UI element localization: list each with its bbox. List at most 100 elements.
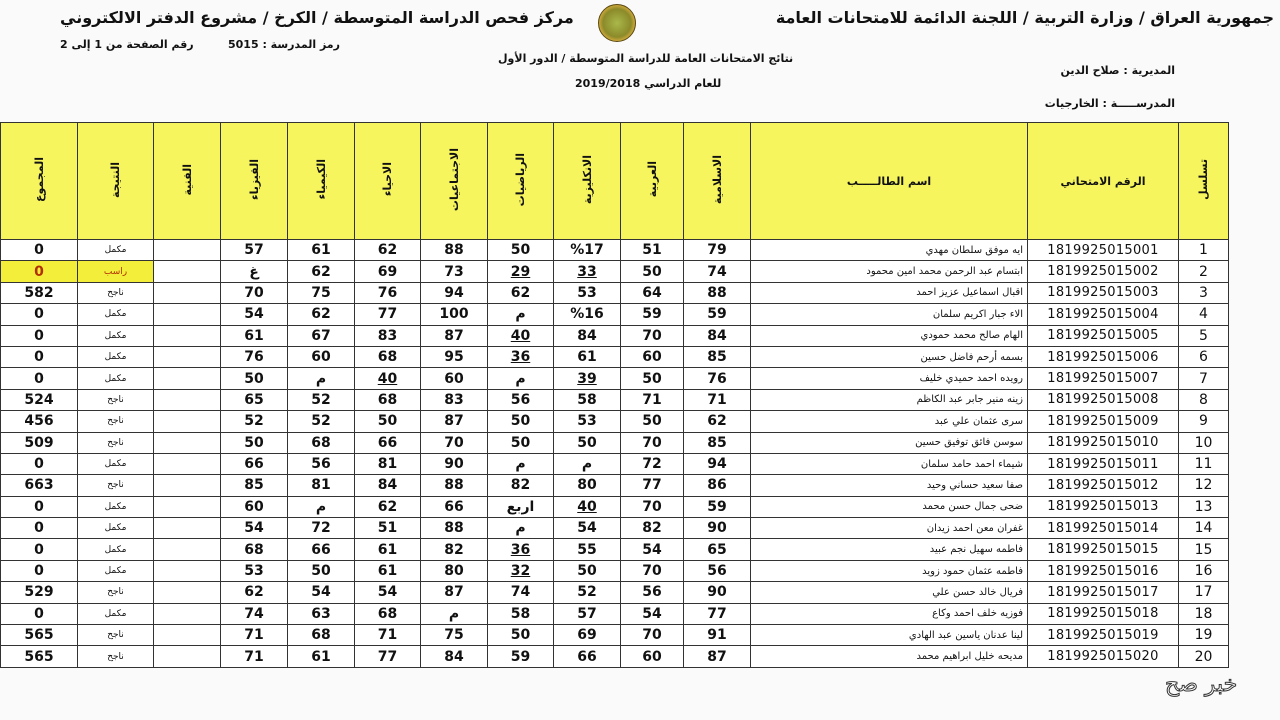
table-cell: ابتسام عبد الرحمن محمد امين محمود bbox=[750, 260, 1028, 283]
table-cell bbox=[153, 559, 221, 583]
table-cell: 50 bbox=[487, 238, 554, 262]
table-cell: 1819925015020 bbox=[1027, 645, 1179, 668]
table-cell: زينه منير جابر عبد الكاظم bbox=[750, 388, 1028, 412]
table-cell: ايه موفق سلطان مهدي bbox=[750, 238, 1028, 262]
table-cell: 51 bbox=[354, 517, 421, 540]
cell-value: 86 bbox=[707, 477, 727, 494]
cell-value: 57 bbox=[577, 605, 597, 622]
cell-value: 61 bbox=[377, 563, 398, 580]
table-cell: ناجح bbox=[77, 624, 154, 647]
table-cell: م bbox=[487, 452, 554, 476]
table-cell: 87 bbox=[420, 324, 488, 347]
table-cell: 1819925015013 bbox=[1027, 495, 1179, 519]
cell-value: 95 bbox=[444, 349, 464, 366]
table-cell: 36 bbox=[487, 538, 554, 561]
table-cell: م bbox=[287, 495, 355, 519]
table-cell: 1819925015015 bbox=[1027, 538, 1179, 561]
ministry-emblem-logo bbox=[598, 4, 636, 42]
table-cell: 54 bbox=[553, 517, 621, 540]
table-cell: 0 bbox=[0, 495, 78, 519]
column-header: الرقم الامتحاني bbox=[1027, 122, 1179, 240]
table-cell: 68 bbox=[287, 431, 355, 454]
table-cell: 62 bbox=[487, 281, 554, 305]
table-cell: 1819925015006 bbox=[1027, 345, 1179, 369]
cell-value: 70 bbox=[642, 563, 662, 580]
cell-value: 58 bbox=[510, 605, 531, 622]
cell-value: 8 bbox=[1199, 391, 1208, 408]
center-title: مركز فحص الدراسة المتوسطة / الكرخ / مشرو… bbox=[60, 8, 574, 27]
cell-value: 1819925015004 bbox=[1047, 306, 1159, 322]
cell-value: 39 bbox=[577, 370, 597, 387]
academic-year: للعام الدراسي 2019/2018 bbox=[575, 77, 722, 90]
cell-value: 1819925015015 bbox=[1047, 542, 1159, 558]
table-cell: غفران معن احمد زيدان bbox=[750, 517, 1028, 540]
table-cell: 53 bbox=[553, 281, 621, 305]
table-cell: 50 bbox=[354, 410, 421, 433]
column-header-label: الرقم الامتحاني bbox=[1060, 174, 1146, 188]
ministry-title: جمهورية العراق / وزارة التربية / اللجنة … bbox=[775, 8, 1274, 27]
cell-value: 4 bbox=[1199, 306, 1208, 323]
cell-value: 54 bbox=[244, 306, 264, 323]
cell-value: 50 bbox=[510, 242, 531, 259]
cell-value: 12 bbox=[1194, 477, 1213, 494]
cell-value: 77 bbox=[707, 605, 727, 622]
column-header: اسم الطالـــــب bbox=[750, 122, 1028, 240]
cell-value: مكمل bbox=[104, 501, 127, 512]
cell-value: ناجح bbox=[107, 651, 124, 662]
cell-value: 60 bbox=[642, 648, 662, 665]
table-cell: 50 bbox=[220, 431, 288, 454]
table-row: 16 1819925015016 فاطمه عثمان حمود زويد 56 70… bbox=[0, 559, 1229, 583]
table-cell: 85 bbox=[220, 474, 288, 497]
cell-value: فاطمه عثمان حمود زويد bbox=[922, 565, 1023, 577]
table-cell: 5 bbox=[1178, 324, 1229, 347]
cell-value: 81 bbox=[377, 456, 398, 473]
table-cell: 565 bbox=[0, 645, 78, 668]
table-cell bbox=[153, 281, 221, 305]
cell-value: 90 bbox=[444, 456, 464, 473]
cell-value: 3 bbox=[1199, 284, 1208, 301]
table-cell: 61 bbox=[354, 538, 421, 561]
cell-value: 74 bbox=[244, 605, 264, 622]
cell-value: 94 bbox=[707, 456, 727, 473]
table-cell bbox=[153, 602, 221, 626]
table-cell: 40 bbox=[487, 324, 554, 347]
table-cell: م bbox=[420, 602, 488, 626]
table-cell: مكمل bbox=[77, 559, 154, 583]
table-cell: 39 bbox=[553, 367, 621, 390]
cell-value: 1819925015006 bbox=[1047, 349, 1159, 365]
table-cell: فوزيه خلف احمد وكاع bbox=[750, 602, 1028, 626]
table-cell: 1819925015010 bbox=[1027, 431, 1179, 454]
cell-value: الاء جبار اكريم سلمان bbox=[932, 308, 1023, 320]
directorate: المديرية : صلاح الدين bbox=[1060, 64, 1176, 77]
cell-value: 15 bbox=[1194, 541, 1213, 558]
cell-value: 53 bbox=[577, 284, 597, 301]
column-header: المجموع bbox=[0, 122, 78, 240]
table-cell: م bbox=[287, 367, 355, 390]
cell-value: 85 bbox=[244, 477, 264, 494]
table-cell: 90 bbox=[420, 452, 488, 476]
cell-value: 70 bbox=[642, 434, 662, 451]
cell-value: 70 bbox=[444, 434, 464, 451]
cell-value: 71 bbox=[244, 627, 264, 644]
table-cell: فريال خالد حسن علي bbox=[750, 581, 1028, 604]
table-cell: 29 bbox=[487, 260, 554, 283]
column-header-label: الاجتماعيات bbox=[447, 147, 461, 212]
table-cell: 54 bbox=[620, 602, 684, 626]
table-cell: 61 bbox=[220, 324, 288, 347]
table-cell: 50 bbox=[620, 410, 684, 433]
column-header: الاسلامية bbox=[683, 122, 751, 240]
table-cell: ناجح bbox=[77, 281, 154, 305]
table-cell: مكمل bbox=[77, 538, 154, 561]
table-cell: 56 bbox=[683, 559, 751, 583]
table-cell: 80 bbox=[420, 559, 488, 583]
cell-value: 88 bbox=[444, 520, 464, 537]
cell-value: 79 bbox=[707, 242, 727, 259]
table-cell: 1819925015003 bbox=[1027, 281, 1179, 305]
cell-value: 54 bbox=[642, 605, 662, 622]
cell-value: 0 bbox=[34, 306, 44, 323]
table-cell: 50 bbox=[620, 367, 684, 390]
cell-value: 0 bbox=[34, 349, 44, 366]
cell-value: 82 bbox=[510, 477, 531, 494]
cell-value: 7 bbox=[1199, 370, 1208, 387]
cell-value: 62 bbox=[244, 584, 264, 601]
